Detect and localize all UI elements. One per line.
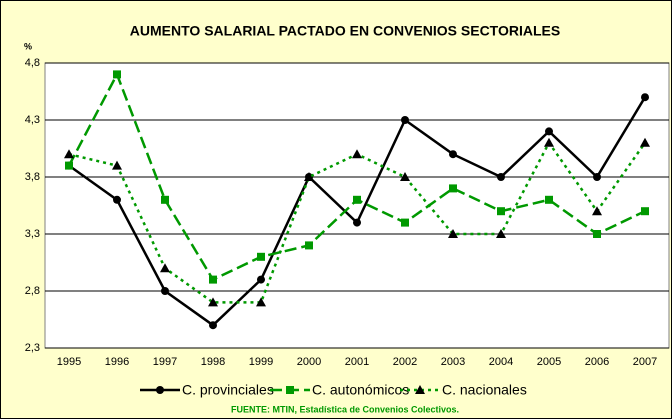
y-tick-label: 3,8 bbox=[25, 171, 40, 183]
data-point bbox=[208, 297, 218, 307]
x-tick-label: 1995 bbox=[57, 356, 81, 368]
y-tick-label: 4,8 bbox=[25, 57, 40, 69]
data-point bbox=[592, 206, 602, 216]
data-point bbox=[400, 172, 410, 181]
legend-marker bbox=[156, 386, 164, 394]
x-tick-label: 1998 bbox=[201, 356, 225, 368]
legend-label: C. provinciales bbox=[182, 382, 274, 398]
y-tick-label: 2,3 bbox=[25, 342, 40, 354]
data-point bbox=[209, 321, 217, 330]
x-tick-label: 1996 bbox=[105, 356, 129, 368]
data-point bbox=[209, 275, 217, 284]
data-point bbox=[112, 160, 122, 170]
legend-label: C. nacionales bbox=[442, 382, 527, 398]
data-point bbox=[545, 195, 553, 204]
data-point bbox=[449, 150, 457, 159]
data-point bbox=[353, 218, 361, 227]
data-point bbox=[496, 229, 506, 238]
data-point bbox=[256, 297, 266, 307]
data-point bbox=[257, 275, 265, 284]
plot-area bbox=[44, 62, 670, 349]
data-point bbox=[401, 218, 409, 227]
data-point bbox=[641, 207, 649, 216]
data-point bbox=[545, 127, 553, 136]
legend-marker bbox=[415, 385, 425, 394]
data-point bbox=[113, 195, 121, 204]
data-point bbox=[161, 195, 169, 204]
data-point bbox=[65, 161, 73, 170]
x-tick-label: 1997 bbox=[153, 356, 177, 368]
data-point bbox=[593, 173, 601, 181]
x-tick-label: 1999 bbox=[249, 356, 273, 368]
x-tick-label: 2001 bbox=[345, 356, 369, 368]
data-point bbox=[305, 241, 313, 250]
data-point bbox=[160, 263, 170, 273]
data-point bbox=[640, 137, 650, 147]
data-point bbox=[497, 207, 505, 216]
data-point bbox=[401, 116, 409, 124]
data-point bbox=[449, 184, 457, 193]
legend-marker bbox=[286, 386, 294, 394]
data-point bbox=[448, 229, 458, 238]
x-tick-label: 2005 bbox=[537, 356, 561, 368]
data-point bbox=[352, 149, 362, 159]
data-point bbox=[593, 230, 601, 238]
x-tick-label: 2000 bbox=[297, 356, 321, 368]
x-tick-label: 2003 bbox=[441, 356, 465, 368]
data-point bbox=[113, 70, 121, 79]
data-point bbox=[353, 195, 361, 204]
data-point bbox=[257, 252, 265, 261]
data-point bbox=[304, 172, 314, 181]
data-point bbox=[641, 93, 649, 102]
data-point bbox=[497, 173, 505, 181]
data-point bbox=[64, 149, 74, 159]
y-tick-label: 4,3 bbox=[25, 114, 40, 126]
x-tick-label: 2002 bbox=[393, 356, 417, 368]
y-tick-label: 2,8 bbox=[25, 285, 40, 297]
data-point bbox=[161, 287, 169, 295]
x-tick-label: 2006 bbox=[585, 356, 609, 368]
chart-title: AUMENTO SALARIAL PACTADO EN CONVENIOS SE… bbox=[130, 23, 560, 39]
y-axis-label: % bbox=[24, 41, 32, 51]
legend-label: C. autonómicos bbox=[312, 382, 409, 398]
data-point bbox=[544, 137, 554, 147]
y-tick-label: 3,3 bbox=[25, 228, 40, 240]
x-tick-label: 2007 bbox=[633, 356, 657, 368]
source-note: FUENTE: MTIN, Estadística de Convenios C… bbox=[231, 404, 459, 414]
x-tick-label: 2004 bbox=[489, 356, 513, 368]
